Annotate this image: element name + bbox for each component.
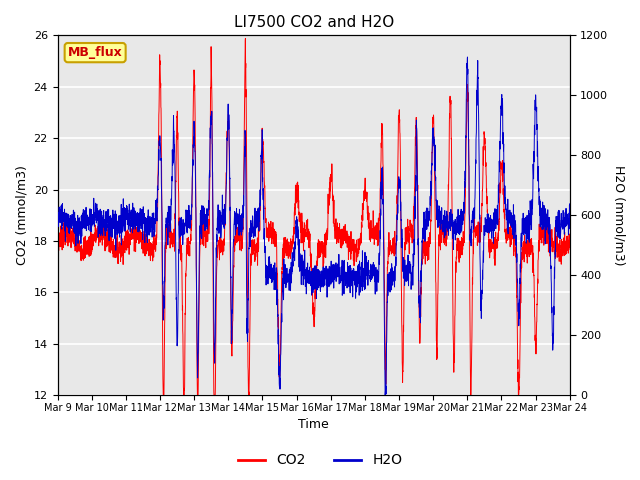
Title: LI7500 CO2 and H2O: LI7500 CO2 and H2O — [234, 15, 394, 30]
Legend: CO2, H2O: CO2, H2O — [232, 448, 408, 473]
Y-axis label: H2O (mmol/m3): H2O (mmol/m3) — [612, 165, 625, 265]
Y-axis label: CO2 (mmol/m3): CO2 (mmol/m3) — [15, 165, 28, 265]
Text: MB_flux: MB_flux — [68, 46, 122, 59]
X-axis label: Time: Time — [298, 419, 329, 432]
